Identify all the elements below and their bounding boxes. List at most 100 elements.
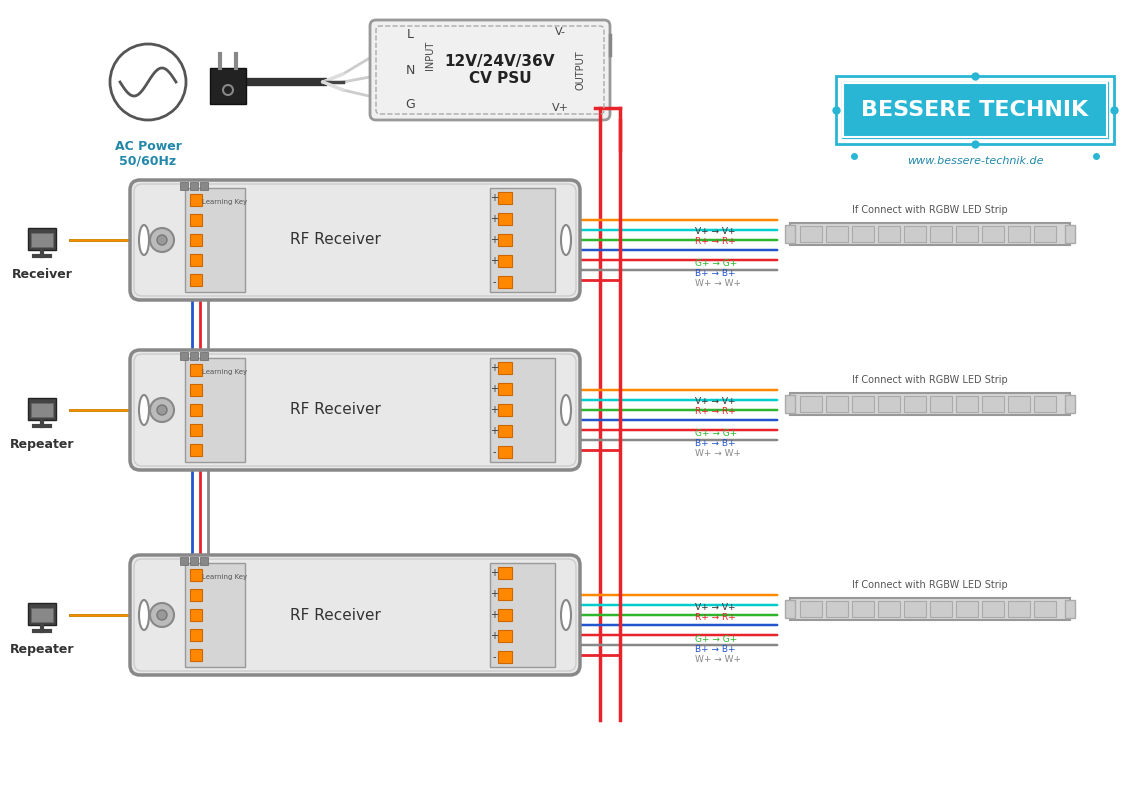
Text: V+ → V+: V+ → V+ (695, 398, 736, 406)
Bar (190, 609, 202, 621)
Bar (1065, 225, 1075, 243)
Text: B+ → B+: B+ → B+ (695, 439, 736, 449)
Bar (1034, 226, 1056, 242)
Bar (498, 651, 513, 663)
Bar (200, 352, 208, 360)
Bar (790, 598, 1070, 620)
Ellipse shape (139, 395, 149, 425)
Text: Repeater: Repeater (10, 643, 74, 656)
Text: Learning Key: Learning Key (203, 574, 247, 580)
Bar (490, 563, 555, 667)
Bar (498, 192, 513, 204)
Text: G+ → G+: G+ → G+ (695, 430, 737, 438)
Bar (826, 226, 849, 242)
Text: Learning Key: Learning Key (203, 199, 247, 205)
Bar (1008, 226, 1030, 242)
Text: OUTPUT: OUTPUT (575, 50, 585, 90)
Text: BESSERE TECHNIK: BESSERE TECHNIK (861, 100, 1089, 120)
Text: V+ → V+: V+ → V+ (695, 602, 736, 611)
Text: Repeater: Repeater (10, 438, 74, 451)
Text: -: - (492, 277, 495, 287)
Bar (190, 404, 202, 416)
Text: V+ → V+: V+ → V+ (695, 227, 736, 237)
Bar (956, 601, 978, 617)
FancyBboxPatch shape (130, 555, 580, 675)
Bar (180, 557, 188, 565)
Bar (31, 403, 54, 417)
Ellipse shape (562, 600, 571, 630)
Text: L: L (407, 29, 413, 42)
Bar (190, 364, 202, 376)
Text: W+ → W+: W+ → W+ (695, 654, 741, 663)
Bar (1008, 601, 1030, 617)
Bar (931, 601, 952, 617)
Text: G: G (405, 98, 415, 111)
Bar (190, 352, 198, 360)
Bar (498, 383, 513, 395)
Bar (1065, 395, 1075, 413)
Bar (785, 600, 795, 618)
Bar (200, 557, 208, 565)
Bar (498, 362, 513, 374)
Text: If Connect with RGBW LED Strip: If Connect with RGBW LED Strip (852, 580, 1008, 590)
Bar (190, 182, 198, 190)
Text: +: + (490, 235, 498, 245)
Text: RF Receiver: RF Receiver (289, 402, 380, 418)
Text: RF Receiver: RF Receiver (289, 607, 380, 622)
Text: +: + (490, 384, 498, 394)
Bar (185, 563, 245, 667)
Circle shape (157, 235, 167, 245)
Bar (904, 396, 926, 412)
Bar (982, 226, 1003, 242)
Text: +: + (490, 610, 498, 620)
Bar (904, 226, 926, 242)
Bar (490, 188, 555, 292)
Bar (490, 358, 555, 462)
Bar (878, 226, 900, 242)
Ellipse shape (139, 225, 149, 255)
Bar (800, 396, 822, 412)
Bar (790, 223, 1070, 245)
Text: -: - (492, 447, 495, 457)
Bar (498, 425, 513, 437)
Ellipse shape (562, 225, 571, 255)
Bar (1034, 396, 1056, 412)
Text: +: + (490, 193, 498, 203)
FancyBboxPatch shape (130, 180, 580, 300)
Bar (190, 557, 198, 565)
Bar (190, 214, 202, 226)
Text: www.bessere-technik.de: www.bessere-technik.de (907, 156, 1043, 166)
Bar (785, 395, 795, 413)
Text: Receiver: Receiver (11, 268, 73, 281)
Circle shape (157, 610, 167, 620)
Text: +: + (490, 568, 498, 578)
Text: V+: V+ (551, 103, 568, 113)
Text: INPUT: INPUT (425, 40, 435, 70)
FancyBboxPatch shape (130, 350, 580, 470)
Text: +: + (490, 256, 498, 266)
Bar (878, 396, 900, 412)
Bar (190, 274, 202, 286)
Circle shape (150, 228, 174, 252)
Bar (1065, 600, 1075, 618)
Bar (839, 80, 1111, 140)
Bar (785, 225, 795, 243)
Bar (180, 352, 188, 360)
Bar (498, 630, 513, 642)
Bar (852, 396, 874, 412)
Bar (190, 424, 202, 436)
Text: Learning Key: Learning Key (203, 369, 247, 375)
Bar (498, 588, 513, 600)
Bar (498, 446, 513, 458)
Bar (826, 601, 849, 617)
Bar (498, 255, 513, 267)
Bar (790, 393, 1070, 415)
Bar (31, 233, 54, 247)
Bar (28, 603, 56, 625)
Bar (190, 254, 202, 266)
Text: R+ → R+: R+ → R+ (695, 613, 736, 622)
Text: +: + (490, 405, 498, 415)
Text: If Connect with RGBW LED Strip: If Connect with RGBW LED Strip (852, 205, 1008, 215)
Text: RF Receiver: RF Receiver (289, 233, 380, 247)
Bar (800, 226, 822, 242)
